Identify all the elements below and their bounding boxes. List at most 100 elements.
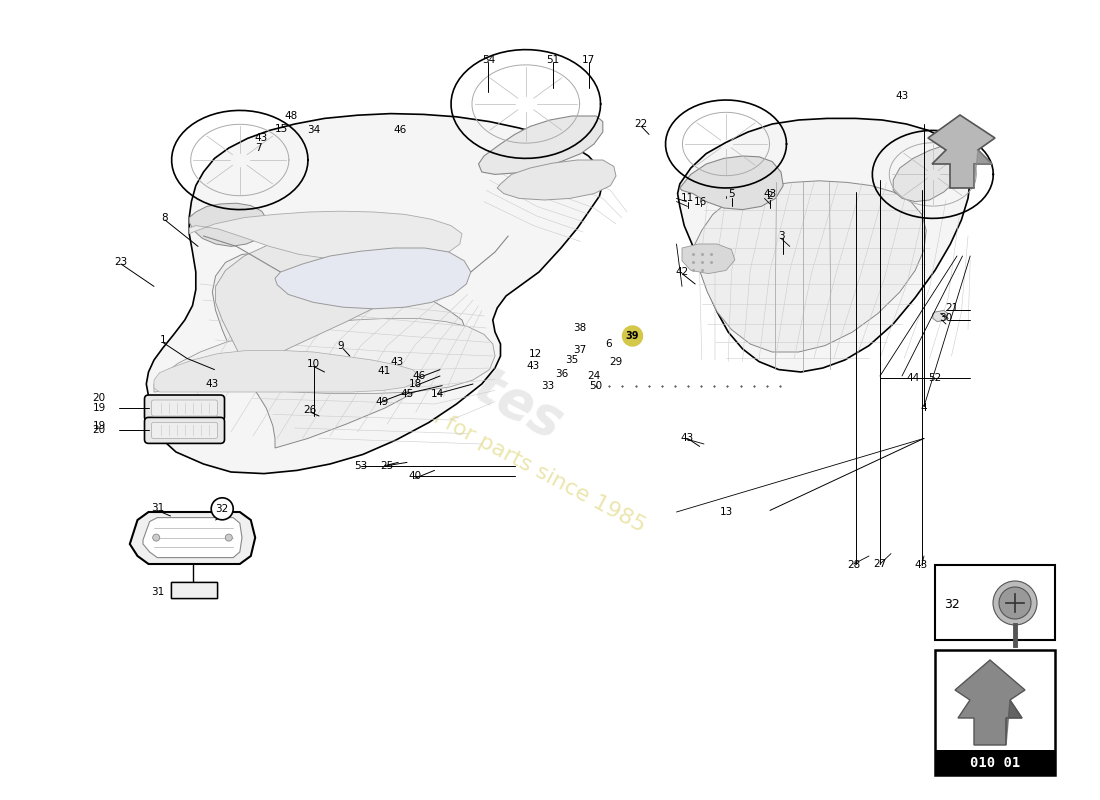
Text: 33: 33 [541,381,554,390]
Text: 15: 15 [275,124,288,134]
Text: 29: 29 [609,357,623,366]
Polygon shape [693,181,926,352]
Text: 49: 49 [375,397,388,406]
Text: 43: 43 [390,357,404,366]
Polygon shape [1006,700,1022,745]
Text: 24: 24 [587,371,601,381]
Text: 3: 3 [778,231,784,241]
Text: 46: 46 [412,371,426,381]
Text: 52: 52 [928,373,942,382]
Text: 53: 53 [354,461,367,470]
Text: 12: 12 [529,350,542,359]
Polygon shape [130,512,255,564]
Text: 7: 7 [255,143,262,153]
Text: 20: 20 [92,426,106,435]
Polygon shape [682,244,735,274]
Text: 46: 46 [394,126,407,135]
Text: 35: 35 [565,355,579,365]
Polygon shape [170,582,217,598]
Text: 22: 22 [635,119,648,129]
Text: 43: 43 [206,379,219,389]
Circle shape [993,581,1037,625]
Text: 25: 25 [381,461,394,470]
Polygon shape [275,248,471,309]
Text: 42: 42 [675,267,689,277]
Text: 37: 37 [573,345,586,354]
Text: 30: 30 [939,314,953,323]
Polygon shape [146,114,603,474]
Polygon shape [928,115,996,188]
Circle shape [226,534,232,541]
Text: 45: 45 [400,389,414,398]
Text: 26: 26 [304,405,317,414]
FancyBboxPatch shape [152,400,218,416]
Polygon shape [143,518,242,558]
Text: 43: 43 [254,134,267,143]
Polygon shape [974,150,992,188]
FancyBboxPatch shape [152,422,218,438]
Text: 4: 4 [921,403,927,413]
Text: 43: 43 [681,434,694,443]
Text: 43: 43 [895,91,909,101]
Text: 32: 32 [216,504,229,514]
Circle shape [623,326,642,346]
Text: 44: 44 [906,373,920,382]
Polygon shape [955,660,1025,745]
Polygon shape [154,318,495,394]
Text: 13: 13 [719,507,733,517]
Text: 17: 17 [582,55,595,65]
Text: 19: 19 [92,422,106,431]
Text: 43: 43 [914,560,927,570]
Text: 11: 11 [681,194,694,203]
Text: 43: 43 [763,189,777,198]
Circle shape [999,587,1031,619]
FancyBboxPatch shape [144,418,224,443]
Polygon shape [189,211,462,261]
Text: 41: 41 [377,366,390,376]
Bar [935,750,1055,775]
Text: 43: 43 [527,362,540,371]
Text: 31: 31 [151,587,164,597]
Text: 10: 10 [307,359,320,369]
Polygon shape [189,203,267,246]
Text: 6: 6 [605,339,612,349]
Text: europlates: europlates [265,254,571,450]
Polygon shape [212,253,468,448]
Text: 9: 9 [338,341,344,350]
Text: 14: 14 [431,389,444,398]
Circle shape [153,534,159,541]
Text: 18: 18 [409,379,422,389]
Text: 54: 54 [482,55,495,65]
Text: 39: 39 [626,331,639,341]
Text: 51: 51 [547,55,560,65]
Polygon shape [478,116,603,174]
Text: 1: 1 [160,335,166,345]
Text: 19: 19 [92,403,106,413]
Polygon shape [216,230,438,370]
Bar [935,565,1055,640]
FancyBboxPatch shape [144,395,224,421]
Circle shape [211,498,233,520]
Text: 48: 48 [285,111,298,121]
Polygon shape [933,310,948,322]
Text: 50: 50 [590,382,603,391]
Bar [935,650,1055,775]
Text: 32: 32 [944,598,960,611]
Text: 36: 36 [556,370,569,379]
Text: 23: 23 [114,258,128,267]
Polygon shape [154,350,420,392]
Text: 34: 34 [307,125,320,134]
Text: 8: 8 [162,213,168,222]
Text: 40: 40 [408,471,421,481]
Text: 16: 16 [694,197,707,206]
Text: 2: 2 [767,191,773,201]
Text: 21: 21 [945,303,958,313]
Text: 010 01: 010 01 [970,756,1020,770]
Text: 27: 27 [873,559,887,569]
Text: a passion for parts since 1985: a passion for parts since 1985 [342,360,648,536]
Text: 28: 28 [847,560,860,570]
Text: 38: 38 [573,323,586,333]
Text: 20: 20 [92,394,106,403]
Polygon shape [893,142,962,202]
Polygon shape [680,156,783,210]
